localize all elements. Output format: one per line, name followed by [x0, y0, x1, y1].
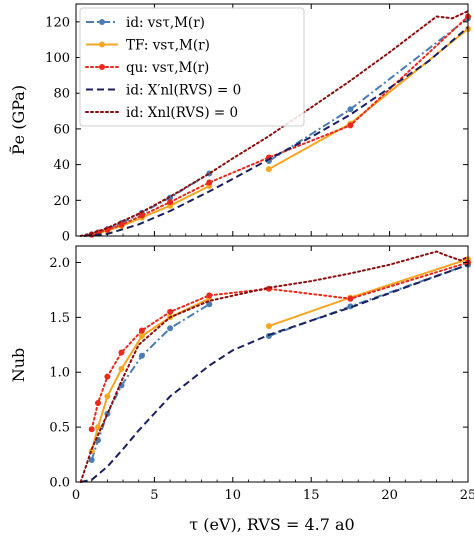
x-tick-label: 20: [381, 488, 398, 503]
pressure-panel: 0 20 40 60 80 100 120 P̃e (GPa) id: vsτ,M(r) TF…: [9, 3, 471, 245]
pressure-axis-ticks: 0 20 40 60 80 100 120: [45, 4, 469, 245]
pressure-series-group: [79, 10, 471, 238]
electron-count-series-1-point: [104, 393, 111, 400]
x-axis-label: τ (eV), RVS = 4.7 a0: [189, 515, 354, 534]
legend-box: [79, 7, 305, 127]
electron-count-series-0-line-0: [90, 303, 210, 461]
electron-count-panel: 0 5 10 15 20 25 0.0 0.5 1.0 1.5 2.0 Nub τ (eV), RV…: [9, 245, 474, 534]
y-tick-label: 60: [53, 122, 70, 137]
electron-count-y-axis-label: Nub: [9, 348, 28, 383]
x-tick-label: 25: [460, 488, 474, 503]
legend-label: id: Xnl(RVS) = 0: [126, 105, 238, 121]
y-tick-label: 1.0: [49, 366, 70, 381]
legend-marker-0: [99, 19, 105, 25]
x-tick-label: 5: [150, 488, 158, 503]
pressure-series-2-line-0: [90, 15, 469, 236]
y-tick-label: 0.0: [49, 476, 70, 491]
electron-count-series-2-point: [347, 295, 354, 302]
y-tick-label: 120: [45, 15, 70, 30]
pressure-series-1-point: [265, 166, 272, 173]
pressure-plot-frame: [75, 3, 469, 237]
electron-count-series-1-point: [95, 424, 101, 431]
electron-count-series-1-point: [265, 323, 272, 330]
pressure-y-axis-label: P̃e (GPa): [9, 85, 28, 155]
legend-label: qu: vsτ,M(r): [126, 60, 209, 76]
electron-count-series-2-point: [167, 308, 174, 315]
electron-count-series-2-point: [138, 327, 145, 334]
electron-count-series-2-point: [104, 373, 111, 380]
electron-count-series-1-point: [118, 365, 125, 372]
electron-count-series-0-point: [167, 325, 174, 332]
electron-count-series-0-point: [138, 352, 145, 359]
legend-label: TF: vsτ,M(r): [126, 38, 210, 54]
legend: id: vsτ,M(r) TF: vsτ,M(r) qu: vsτ,M(r) id: …: [79, 7, 305, 127]
y-tick-label: 2.0: [49, 256, 70, 271]
legend-label: id: X′nl(RVS) = 0: [126, 83, 241, 99]
pressure-series-4-line-0: [79, 10, 469, 237]
y-tick-label: 0: [62, 230, 70, 245]
pressure-series-3-line-0: [83, 26, 469, 237]
pressure-series-0-point: [347, 106, 354, 113]
electron-count-series-2-line-0: [90, 261, 469, 431]
y-tick-label: 40: [53, 158, 70, 173]
electron-count-series-2-point: [118, 349, 125, 356]
pressure-series-2-point: [138, 212, 145, 219]
y-tick-label: 1.5: [49, 311, 70, 326]
y-tick-label: 80: [53, 87, 70, 102]
pressure-series-0-line-0: [91, 172, 210, 236]
electron-count-series-4-line-0: [79, 250, 469, 483]
electron-count-series-1-point: [138, 333, 145, 339]
y-tick-label: 100: [45, 51, 70, 66]
pressure-series-2-point: [167, 199, 174, 206]
legend-marker-1: [99, 41, 105, 48]
pressure-series-2-point: [347, 122, 354, 129]
pressure-series-2-point: [206, 179, 213, 186]
y-tick-label: 0.5: [49, 421, 70, 436]
electron-count-series-group: [79, 250, 471, 483]
electron-count-series-0-point: [206, 301, 213, 308]
electron-count-axis-ticks: 0 5 10 15 20 25 0.0 0.5 1.0 1.5 2.0: [49, 246, 474, 503]
electron-count-series-2-point: [88, 426, 95, 433]
x-tick-label: 10: [225, 488, 242, 503]
electron-count-series-0-point: [88, 457, 95, 463]
legend-marker-2: [99, 64, 105, 70]
x-tick-label: 0: [72, 488, 80, 503]
x-tick-label: 15: [303, 488, 320, 503]
legend-label: id: vsτ,M(r): [126, 15, 205, 31]
electron-count-plot-frame: [75, 245, 469, 483]
electron-count-series-2-point: [206, 292, 213, 299]
electron-count-series-2-point: [95, 400, 101, 406]
y-tick-label: 20: [53, 194, 70, 209]
electron-count-series-3-line-0: [80, 263, 469, 483]
